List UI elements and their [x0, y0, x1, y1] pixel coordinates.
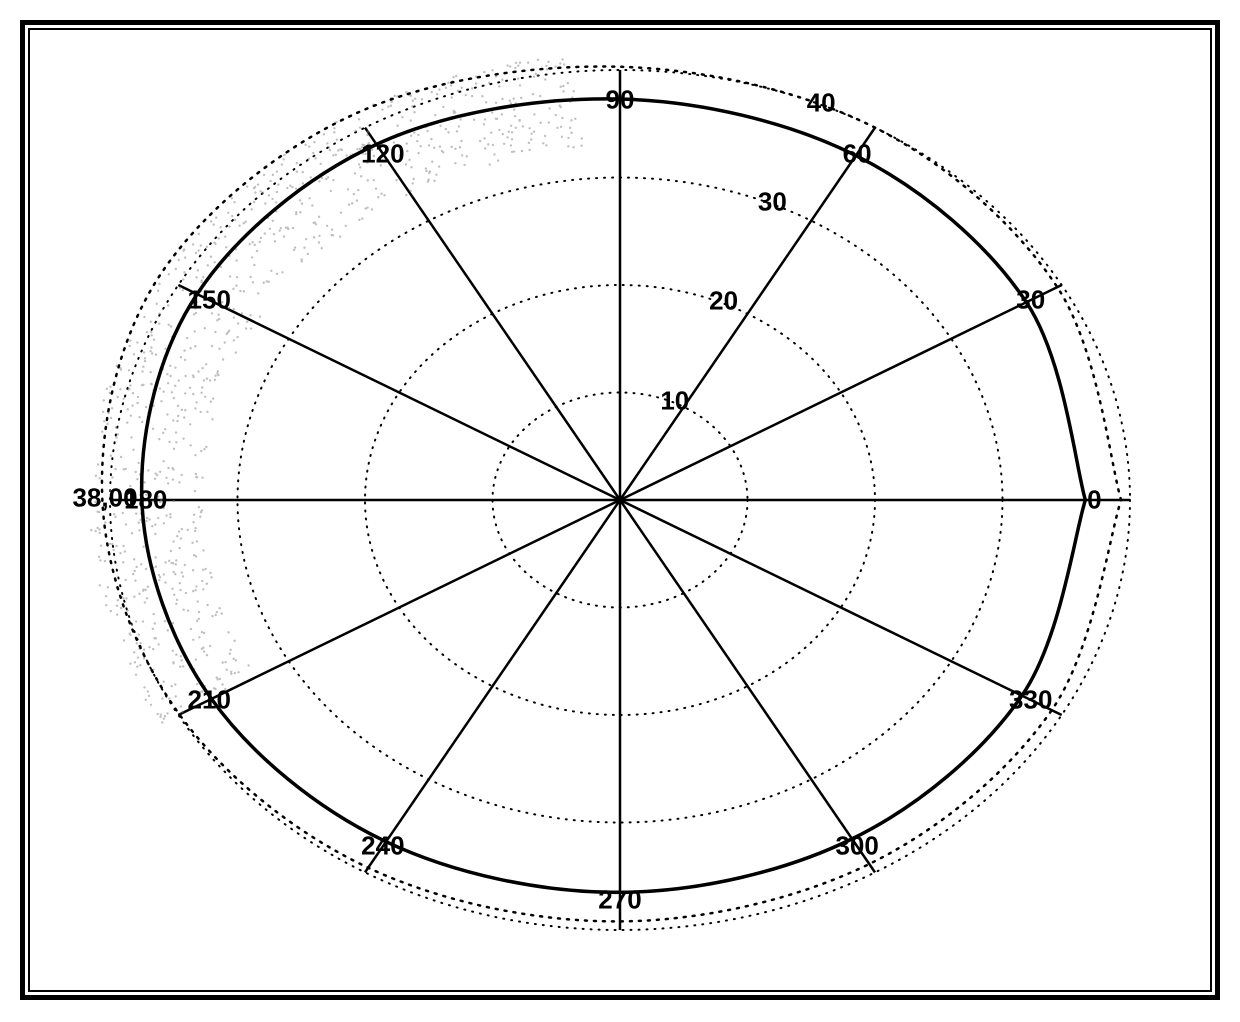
radial-label: 30: [758, 187, 787, 218]
angle-label: 330: [1009, 684, 1052, 715]
radial-label: 40: [807, 87, 836, 118]
angle-label: 60: [843, 138, 872, 169]
polar-plot: [0, 0, 1240, 1022]
angle-label: 300: [835, 831, 878, 862]
grid-spoke: [178, 500, 620, 715]
angle-label: 210: [188, 684, 231, 715]
angle-label: 150: [188, 285, 231, 316]
grid-spoke: [365, 128, 620, 500]
grid-spoke: [620, 500, 1062, 715]
radial-label: 10: [660, 385, 689, 416]
grid-spoke: [620, 128, 875, 500]
series-dotted-curve: [102, 67, 1121, 922]
angle-label: 30: [1016, 285, 1045, 316]
angle-label: 270: [598, 884, 641, 915]
extra-label: 38,00: [72, 483, 137, 514]
radial-label: 20: [709, 286, 738, 317]
angle-label: 90: [606, 85, 635, 116]
grid-spoke: [620, 500, 875, 872]
speckle-noise: [90, 58, 583, 723]
angle-label: 240: [361, 831, 404, 862]
angle-label: 0: [1087, 485, 1101, 516]
angle-label: 120: [361, 138, 404, 169]
grid-spoke: [178, 285, 620, 500]
grid-spoke: [365, 500, 620, 872]
